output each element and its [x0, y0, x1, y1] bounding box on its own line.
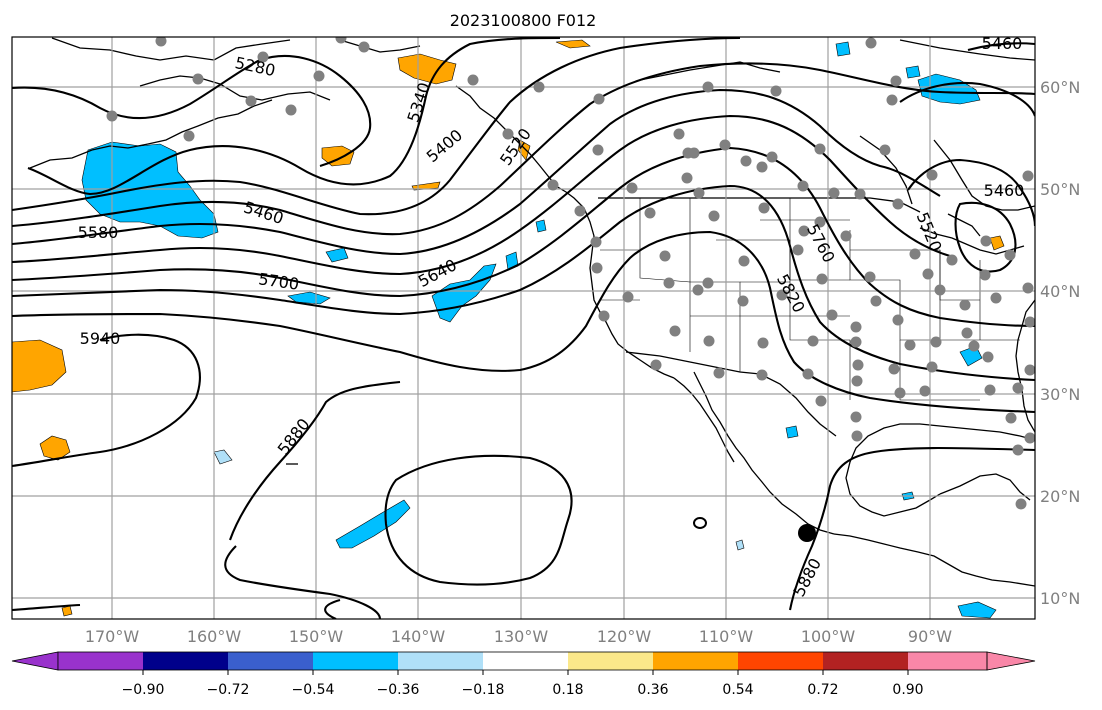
lat-label: 40°N	[1040, 282, 1080, 301]
latitude-axis-labels: 60°N 50°N 40°N 30°N 20°N 10°N	[1040, 78, 1080, 608]
lat-lon-grid	[12, 37, 1035, 619]
colorbar-swatch	[398, 652, 484, 670]
lon-label: 120°W	[597, 627, 652, 646]
lat-label: 30°N	[1040, 385, 1080, 404]
lon-label: 150°W	[289, 627, 344, 646]
lon-label: 130°W	[494, 627, 549, 646]
lat-label: 50°N	[1040, 180, 1080, 199]
colorbar-tick-label: −0.54	[292, 682, 335, 698]
colorbar-swatch	[738, 652, 824, 670]
colorbar-swatch	[653, 652, 739, 670]
lon-label: 90°W	[908, 627, 952, 646]
negative-anomaly-areas	[81, 41, 997, 619]
lat-label: 10°N	[1040, 589, 1080, 608]
colorbar-tick-label: 0.90	[892, 682, 923, 698]
colorbar-swatch	[58, 652, 144, 670]
lon-label: 100°W	[801, 627, 856, 646]
colorbar-tick-label: 0.36	[637, 682, 668, 698]
contour-label: 5460	[984, 181, 1025, 200]
state-borders	[600, 198, 1020, 401]
colorbar-swatch	[908, 652, 987, 670]
observation-dots	[106, 37, 1035, 510]
map-panel: 5280 5340 5400 5460 5520 5580 5640 5700 …	[11, 34, 1036, 620]
contour-label: 5580	[78, 223, 119, 242]
longitude-axis-labels: 170°W 160°W 150°W 140°W 130°W 120°W 110°…	[85, 627, 952, 646]
colorbar-tick-label: 0.72	[807, 682, 838, 698]
lon-label: 170°W	[85, 627, 140, 646]
colorbar-tick-label: 0.18	[552, 682, 583, 698]
colorbar-tick-label: −0.72	[207, 682, 250, 698]
height-contours	[12, 37, 1035, 619]
colorbar-tick-label: −0.18	[462, 682, 505, 698]
map-frame	[11, 36, 1036, 620]
colorbar: −0.90 −0.72 −0.54 −0.36 −0.18 0.18 0.36 …	[11, 651, 1036, 698]
colorbar-swatch	[483, 652, 569, 670]
colorbar-extend-high	[986, 651, 1036, 671]
contour-label: 5940	[80, 329, 121, 348]
contour-label: 5460	[982, 34, 1023, 53]
colorbar-swatch	[143, 652, 229, 670]
colorbar-tick-label: 0.54	[722, 682, 753, 698]
colorbar-swatch	[313, 652, 399, 670]
colorbar-ticks	[142, 670, 909, 675]
colorbar-tick-label: −0.90	[122, 682, 165, 698]
lat-label: 20°N	[1040, 487, 1080, 506]
coastlines-and-borders	[29, 37, 1035, 587]
lat-label: 60°N	[1040, 78, 1080, 97]
colorbar-swatch	[823, 652, 909, 670]
colorbar-extend-low	[11, 651, 59, 671]
colorbar-swatch	[568, 652, 654, 670]
colorbar-swatch	[228, 652, 314, 670]
map-title: 2023100800 F012	[450, 11, 597, 30]
lon-label: 160°W	[187, 627, 242, 646]
colorbar-tick-label: −0.36	[377, 682, 420, 698]
lon-label: 140°W	[391, 627, 446, 646]
storm-center-marker	[798, 524, 816, 542]
lon-label: 110°W	[699, 627, 754, 646]
